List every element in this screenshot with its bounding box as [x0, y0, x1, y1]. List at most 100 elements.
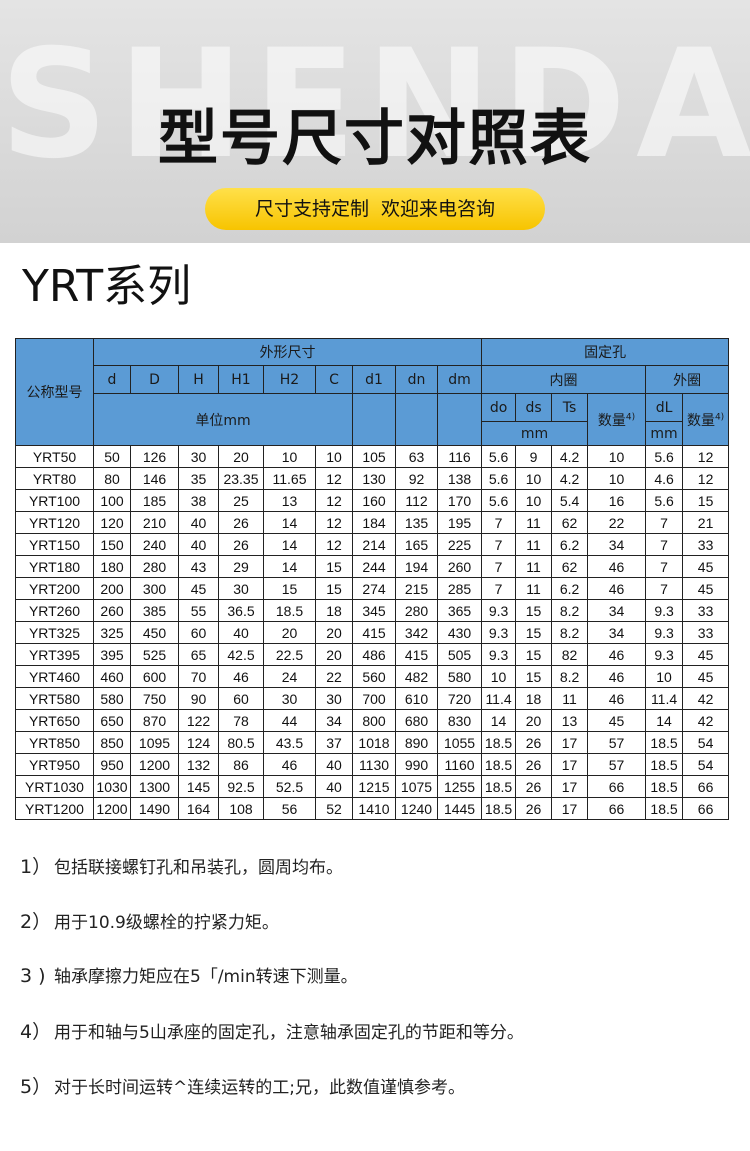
value-cell: 505: [436, 643, 483, 666]
value-cell: 700: [352, 687, 396, 710]
header-cell: 公称型号: [15, 338, 94, 446]
column-header: H2: [263, 365, 316, 394]
value-cell: 26: [515, 753, 553, 776]
table-row: YRT1200 1200 1490 164 108 56 52 1410 1240 1445 18.…: [15, 797, 730, 820]
value-cell: 26: [515, 731, 553, 754]
value-cell: 130: [352, 467, 396, 490]
value-cell: 180: [93, 555, 131, 578]
value-cell: 11: [515, 555, 553, 578]
value-cell: 1018: [352, 731, 396, 754]
value-cell: 325: [93, 621, 131, 644]
model-cell: YRT460: [15, 665, 94, 688]
value-cell: 5.6: [481, 467, 517, 490]
value-cell: 1075: [395, 775, 438, 798]
value-cell: 40: [315, 753, 353, 776]
value-cell: 14: [263, 533, 316, 556]
value-cell: 26: [515, 797, 553, 820]
header-cell: 内圈: [481, 365, 647, 394]
value-cell: 4.2: [551, 445, 589, 468]
column-header: do: [481, 393, 517, 422]
column-header: 数量4): [587, 393, 647, 446]
value-cell: 11: [515, 577, 553, 600]
header-cell: 单位mm: [93, 393, 353, 446]
note: 2） 用于10.9级螺栓的拧紧力矩。: [20, 907, 279, 934]
model-cell: YRT325: [15, 621, 94, 644]
value-cell: 5.6: [645, 489, 684, 512]
value-cell: 42.5: [218, 643, 264, 666]
value-cell: 12: [315, 489, 353, 512]
value-cell: 45: [682, 555, 730, 578]
note-text: 用于和轴与5山承座的固定孔，注意轴承固定孔的节距和等分。: [54, 1023, 524, 1043]
value-cell: 8.2: [551, 621, 589, 644]
value-cell: 46: [587, 577, 647, 600]
value-cell: 30: [263, 687, 316, 710]
value-cell: 650: [93, 709, 131, 732]
value-cell: 36.5: [218, 599, 264, 622]
series-title: YRT系列: [22, 261, 192, 312]
value-cell: 46: [218, 665, 264, 688]
value-cell: 120: [93, 511, 131, 534]
value-cell: 126: [130, 445, 179, 468]
value-cell: 6.2: [551, 533, 589, 556]
value-cell: 18.5: [263, 599, 316, 622]
value-cell: 108: [218, 797, 264, 820]
value-cell: 54: [682, 731, 730, 754]
value-cell: 10: [587, 467, 647, 490]
note-text: 包括联接螺钉孔和吊装孔，圆周均布。: [54, 858, 343, 878]
value-cell: 38: [178, 489, 219, 512]
column-header: H: [178, 365, 219, 394]
banner: SHENDA 型号尺寸对照表 尺寸支持定制 欢迎来电咨询: [0, 0, 750, 243]
value-cell: 14: [263, 511, 316, 534]
value-cell: 18.5: [645, 731, 684, 754]
value-cell: 15: [263, 577, 316, 600]
value-cell: 12: [682, 445, 730, 468]
value-cell: 214: [352, 533, 396, 556]
value-cell: 8.2: [551, 665, 589, 688]
value-cell: 9.3: [645, 643, 684, 666]
watermark: SHENDA: [0, 18, 750, 192]
value-cell: 5.4: [551, 489, 589, 512]
value-cell: 4.2: [551, 467, 589, 490]
value-cell: 680: [395, 709, 438, 732]
table-row: YRT260 260 385 55 36.5 18.5 18 345 280 365 9.3 15 8.…: [15, 599, 730, 622]
model-cell: YRT650: [15, 709, 94, 732]
value-cell: 185: [130, 489, 179, 512]
table-body: YRT50 50 126 30 20 10 10 105 63 116 5.6 9 4.2 10 5.6 12…: [15, 445, 730, 820]
model-cell: YRT180: [15, 555, 94, 578]
value-cell: 1240: [395, 797, 438, 820]
value-cell: 365: [436, 599, 483, 622]
table-row: YRT650 650 870 122 78 44 34 800 680 830 14 20 13 45 14…: [15, 709, 730, 732]
note-marker: 4）: [20, 1021, 52, 1043]
value-cell: 1030: [93, 775, 131, 798]
value-cell: 274: [352, 577, 396, 600]
header-cell: mm: [645, 421, 684, 446]
value-cell: 63: [395, 445, 438, 468]
value-cell: 122: [178, 709, 219, 732]
value-cell: 7: [645, 577, 684, 600]
value-cell: 285: [436, 577, 483, 600]
value-cell: 18.5: [645, 797, 684, 820]
value-cell: 55: [178, 599, 219, 622]
value-cell: 170: [436, 489, 483, 512]
value-cell: 57: [587, 731, 647, 754]
value-cell: 430: [436, 621, 483, 644]
value-cell: 1200: [93, 797, 131, 820]
value-cell: 7: [645, 555, 684, 578]
table-row: YRT1030 1030 1300 145 92.5 52.5 40 1215 1075 1255…: [15, 775, 730, 798]
value-cell: 210: [130, 511, 179, 534]
value-cell: 66: [682, 797, 730, 820]
value-cell: 45: [178, 577, 219, 600]
table-row: YRT850 850 1095 124 80.5 43.5 37 1018 890 1055 18.…: [15, 731, 730, 754]
value-cell: 164: [178, 797, 219, 820]
value-cell: 46: [587, 665, 647, 688]
model-cell: YRT150: [15, 533, 94, 556]
value-cell: 21: [682, 511, 730, 534]
value-cell: 450: [130, 621, 179, 644]
value-cell: 26: [218, 533, 264, 556]
value-cell: 160: [352, 489, 396, 512]
value-cell: 11.4: [645, 687, 684, 710]
value-cell: 1300: [130, 775, 179, 798]
value-cell: 70: [178, 665, 219, 688]
